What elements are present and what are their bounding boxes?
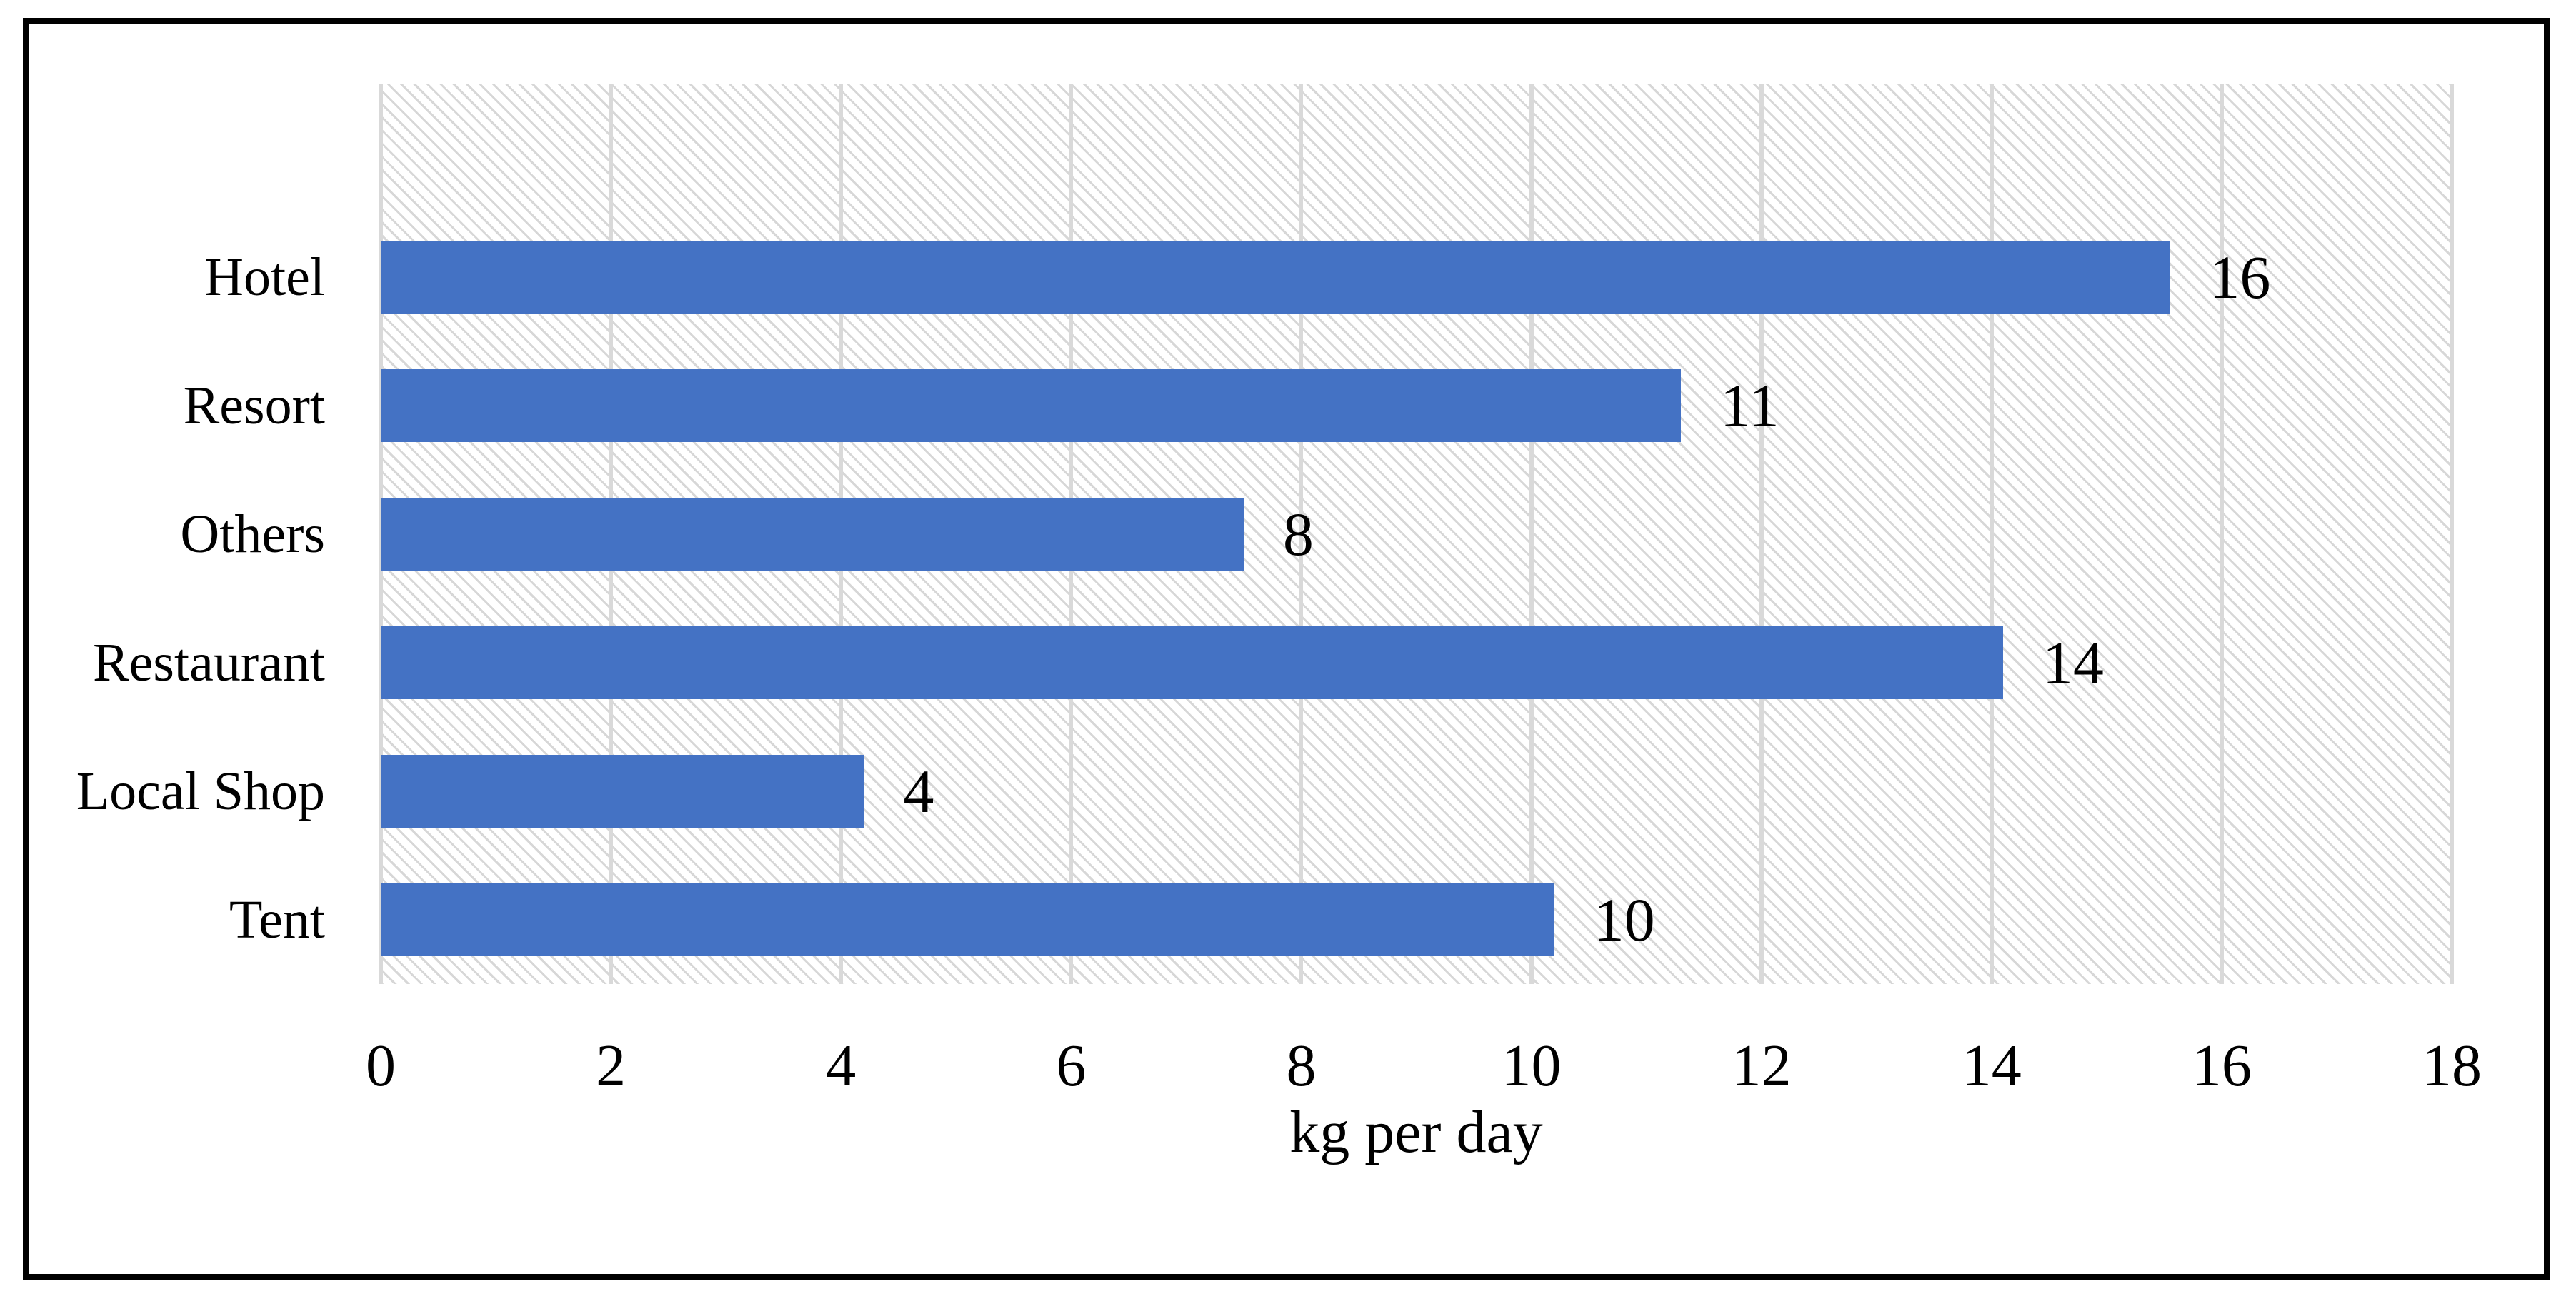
- data-label-tent: 10: [1593, 886, 1655, 954]
- bar-restaurant: [381, 626, 2003, 699]
- category-label-others: Others: [180, 504, 325, 564]
- data-label-resort: 11: [1719, 371, 1779, 440]
- gridline-16: [2219, 84, 2224, 984]
- x-tick-label-12: 12: [1731, 1033, 1792, 1099]
- data-label-restaurant: 14: [2042, 628, 2104, 697]
- x-tick-label-10: 10: [1501, 1033, 1562, 1099]
- x-tick-label-16: 16: [2191, 1033, 2252, 1099]
- bar-local-shop: [381, 755, 864, 828]
- gridline-18: [2450, 84, 2454, 984]
- x-axis-title: kg per day: [1289, 1099, 1543, 1165]
- plot-area: 16 11 8 14 4 10: [379, 84, 2454, 984]
- data-label-hotel: 16: [2209, 243, 2271, 311]
- x-tick-label-14: 14: [1961, 1033, 2022, 1099]
- gridline-14: [1989, 84, 1994, 984]
- x-tick-label-4: 4: [826, 1033, 857, 1099]
- data-label-local-shop: 4: [903, 757, 934, 826]
- bar-others: [381, 498, 1244, 571]
- bar-resort: [381, 369, 1681, 442]
- category-label-resort: Resort: [183, 376, 325, 436]
- bar-tent: [381, 883, 1554, 956]
- data-label-others: 8: [1282, 500, 1314, 568]
- gridline-10: [1529, 84, 1534, 984]
- x-tick-label-6: 6: [1056, 1033, 1087, 1099]
- category-label-restaurant: Restaurant: [92, 633, 325, 693]
- category-label-local-shop: Local Shop: [76, 761, 325, 821]
- category-label-hotel: Hotel: [204, 247, 325, 307]
- chart-frame-border: [23, 18, 2550, 1280]
- x-tick-label-2: 2: [596, 1033, 626, 1099]
- x-tick-label-18: 18: [2422, 1033, 2482, 1099]
- x-tick-label-8: 8: [1286, 1033, 1317, 1099]
- x-tick-label-0: 0: [366, 1033, 396, 1099]
- gridline-12: [1759, 84, 1764, 984]
- bar-hotel: [381, 241, 2170, 314]
- category-label-tent: Tent: [229, 890, 325, 950]
- gridline-8: [1299, 84, 1304, 984]
